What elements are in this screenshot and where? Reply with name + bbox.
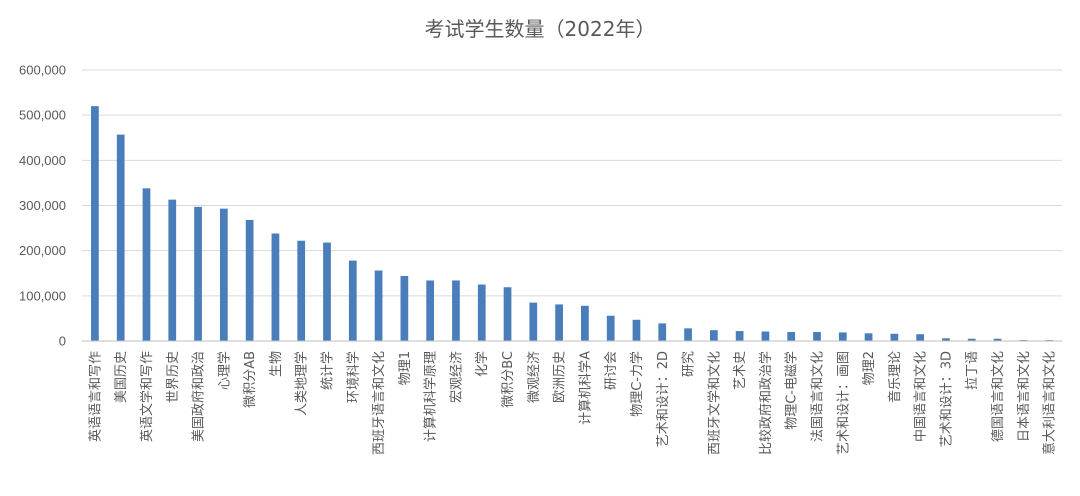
y-tick-label: 500,000 — [19, 108, 66, 123]
bar — [323, 242, 331, 341]
bar — [916, 334, 925, 341]
chart-title: 考试学生数量（2022年） — [425, 17, 656, 41]
x-tick-label: 物理C-力学 — [629, 351, 645, 417]
y-tick-label: 600,000 — [19, 63, 66, 78]
bar — [245, 219, 254, 341]
x-tick-label: 微积分AB — [243, 351, 258, 408]
x-tick-label: 微观经济 — [527, 351, 542, 403]
bar — [452, 280, 460, 341]
x-tick-label: 美国历史 — [114, 351, 129, 403]
bar — [709, 330, 718, 341]
x-tick-label: 环境科学 — [345, 351, 361, 403]
x-tick-label: 西班牙语言和文化 — [372, 351, 387, 455]
bar — [194, 206, 202, 341]
x-tick-label: 心理学 — [216, 351, 232, 390]
bar — [168, 199, 177, 341]
bar — [632, 319, 641, 341]
bar — [91, 106, 99, 341]
x-tick-label: 音乐理论 — [887, 351, 903, 403]
bar — [761, 331, 770, 341]
y-tick-label: 200,000 — [19, 243, 66, 258]
x-tick-label: 美国政府和政治 — [192, 351, 207, 442]
bar — [606, 315, 615, 341]
x-tick-label: 研讨会 — [604, 351, 619, 390]
bar — [993, 338, 1002, 341]
bars — [91, 106, 1053, 341]
bar — [864, 333, 873, 341]
x-tick-label: 欧洲历史 — [553, 351, 568, 403]
x-tick-label: 英语文学和写作 — [139, 351, 155, 442]
x-tick-label: 法国语言和文化 — [811, 351, 826, 442]
bar — [942, 338, 950, 341]
bar — [477, 284, 486, 341]
bar — [684, 328, 692, 341]
bar — [271, 233, 280, 341]
bar — [555, 304, 563, 341]
bar — [658, 323, 667, 341]
x-tick-label: 人类地理学 — [294, 351, 310, 416]
bar — [426, 280, 435, 341]
bar — [838, 332, 847, 341]
x-tick-label: 化学 — [474, 351, 490, 377]
x-tick-label: 世界历史 — [166, 351, 181, 403]
bar — [503, 287, 512, 341]
x-tick-label: 中国语言和文化 — [914, 351, 929, 442]
x-tick-label: 艺术和设计：3D — [939, 351, 954, 447]
bar — [219, 208, 228, 341]
bar — [735, 331, 744, 341]
bar — [581, 305, 589, 341]
y-tick-label: 400,000 — [19, 153, 66, 168]
bar — [116, 134, 125, 341]
x-tick-label: 比较政府和政治学 — [758, 351, 774, 455]
x-tick-label: 西班牙文学和文化 — [706, 351, 722, 455]
y-axis-ticks: 0 100,000 200,000 300,000 400,000 500,000 600,… — [19, 63, 66, 349]
x-tick-label: 计算机科学原理 — [423, 351, 439, 442]
bar — [400, 275, 409, 341]
x-tick-label: 生物 — [269, 351, 284, 377]
x-tick-label: 艺术和设计：2D — [656, 351, 671, 447]
bar — [890, 333, 899, 341]
x-tick-label: 物理1 — [398, 351, 413, 385]
x-tick-label: 艺术史 — [733, 351, 748, 390]
x-tick-label: 微积分BC — [501, 351, 516, 408]
x-axis-labels: 英语语言和写作 美国历史 英语文学和写作 世界历史 美国政府和政治 心理学 微积分AB 生物人… — [88, 351, 1057, 455]
x-tick-label: 研究 — [682, 351, 697, 377]
y-tick-label: 300,000 — [19, 198, 66, 213]
bar — [813, 331, 821, 341]
bar — [529, 302, 538, 341]
bar — [374, 270, 383, 341]
x-tick-label: 艺术和设计：画图 — [836, 351, 851, 455]
bar — [142, 188, 151, 341]
y-tick-label: 0 — [59, 334, 66, 349]
x-tick-label: 宏观经济 — [449, 351, 464, 403]
x-tick-label: 意大利语言和文化 — [1042, 351, 1058, 455]
y-tick-label: 100,000 — [19, 288, 66, 303]
gridlines — [82, 69, 1062, 297]
x-tick-label: 英语语言和写作 — [88, 351, 103, 442]
x-tick-label: 物理2 — [862, 351, 877, 385]
x-tick-label: 日本语言和文化 — [1017, 351, 1032, 442]
bar — [967, 338, 976, 341]
x-tick-label: 拉丁语 — [965, 351, 980, 390]
x-tick-label: 德国语言和文化 — [991, 351, 1006, 442]
bar — [787, 331, 796, 341]
x-tick-label: 物理C-电磁学 — [784, 351, 800, 430]
x-tick-label: 计算机科学A — [577, 351, 593, 425]
bar — [348, 260, 357, 341]
x-tick-label: 统计学 — [320, 351, 336, 390]
bar — [297, 240, 306, 341]
